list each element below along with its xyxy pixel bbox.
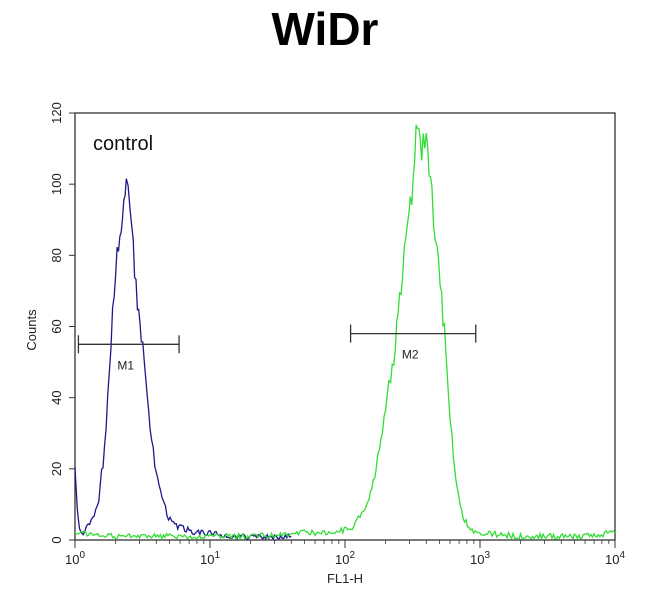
x-tick-label: 103 (470, 550, 490, 567)
y-tick-label: 0 (49, 536, 64, 543)
y-axis-label: Counts (24, 309, 39, 351)
series-line-1 (74, 178, 292, 541)
y-tick-label: 100 (49, 173, 64, 195)
plot-frame (74, 112, 616, 541)
x-tick-label: 102 (335, 550, 355, 567)
chart-title: WiDr (271, 3, 379, 55)
y-tick-label: 120 (49, 102, 64, 124)
x-axis-label: FL1-H (327, 571, 363, 586)
y-tick-label: 40 (49, 390, 64, 404)
gate-label-m1: M1 (117, 358, 134, 372)
gate-label-m2: M2 (402, 348, 419, 362)
x-tick-label: 104 (605, 550, 625, 567)
x-tick-label: 100 (65, 550, 85, 567)
y-tick-label: 60 (49, 319, 64, 333)
series-line-2 (74, 124, 616, 541)
y-tick-label: 80 (49, 248, 64, 262)
control-annotation: control (93, 133, 153, 155)
y-tick-label: 20 (49, 462, 64, 476)
x-tick-label: 101 (200, 550, 220, 567)
